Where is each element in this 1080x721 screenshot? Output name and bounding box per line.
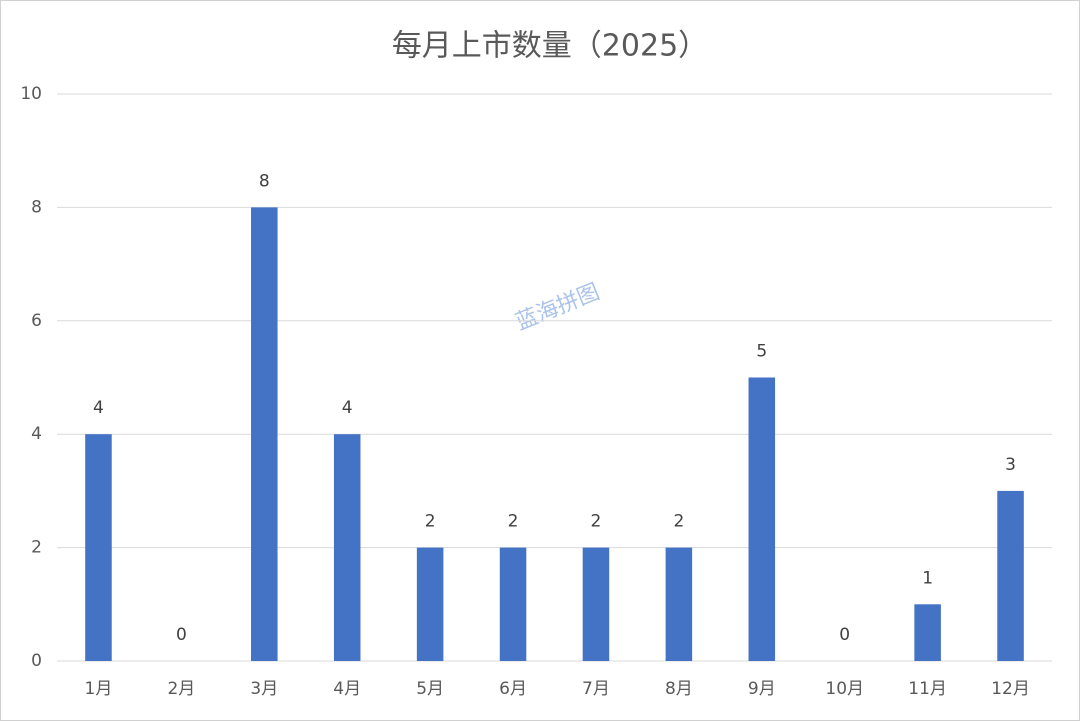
data-label: 2 xyxy=(425,512,436,532)
data-label: 1 xyxy=(922,568,933,588)
y-tick-label: 4 xyxy=(31,424,42,444)
chart-title: 每月上市数量（2025） xyxy=(392,29,708,64)
x-tick-label: 7月 xyxy=(582,679,610,699)
data-label: 4 xyxy=(93,398,104,418)
data-label: 5 xyxy=(756,342,767,362)
bar xyxy=(582,547,610,661)
bar xyxy=(499,547,527,661)
x-tick-label: 6月 xyxy=(499,679,527,699)
x-tick-label: 2月 xyxy=(167,679,195,699)
x-tick-label: 8月 xyxy=(665,679,693,699)
data-label: 0 xyxy=(176,625,187,645)
bar xyxy=(665,547,693,661)
x-tick-label: 9月 xyxy=(748,679,776,699)
bar xyxy=(416,547,444,661)
data-label: 2 xyxy=(508,512,519,532)
x-tick-label: 5月 xyxy=(416,679,444,699)
data-label: 4 xyxy=(342,398,353,418)
bar xyxy=(251,207,278,661)
y-tick-label: 10 xyxy=(20,84,42,104)
x-tick-label: 1月 xyxy=(85,679,113,699)
data-label: 8 xyxy=(259,171,270,191)
x-tick-label: 10月 xyxy=(825,679,864,699)
y-tick-label: 6 xyxy=(31,311,42,331)
y-tick-label: 2 xyxy=(31,538,42,558)
y-tick-label: 8 xyxy=(31,197,42,217)
bar xyxy=(748,377,776,661)
bar xyxy=(997,490,1024,661)
data-label: 0 xyxy=(839,625,850,645)
bar xyxy=(85,434,112,661)
data-label: 3 xyxy=(1005,455,1016,475)
y-tick-label: 0 xyxy=(31,651,42,671)
bar xyxy=(333,434,361,661)
x-tick-label: 3月 xyxy=(250,679,278,699)
bar xyxy=(914,604,941,661)
data-label: 2 xyxy=(673,512,684,532)
x-tick-label: 4月 xyxy=(333,679,361,699)
x-tick-label: 11月 xyxy=(908,679,947,699)
data-label: 2 xyxy=(591,512,602,532)
x-tick-label: 12月 xyxy=(991,679,1030,699)
